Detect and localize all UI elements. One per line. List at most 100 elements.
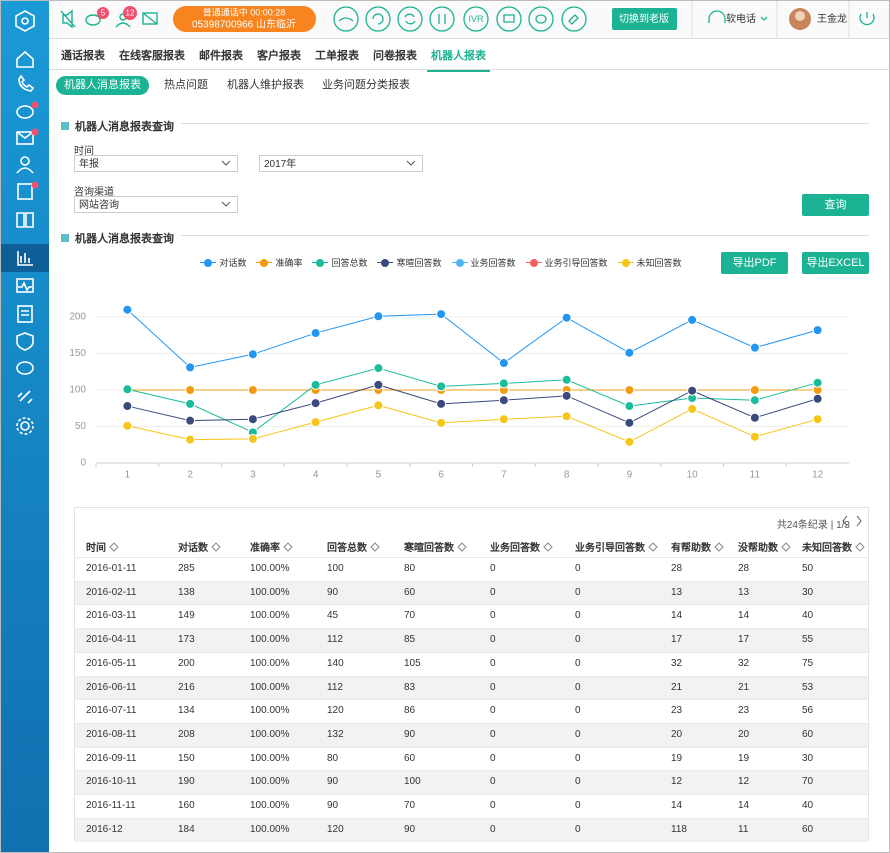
tab[interactable]: 邮件报表: [199, 50, 243, 62]
column-header[interactable]: 业务引导回答数: [575, 539, 658, 554]
data-point: [561, 312, 572, 323]
table-cell: 85: [404, 634, 416, 646]
select-channel[interactable]: 网站咨询: [74, 196, 238, 213]
x-tick-label: 1: [125, 470, 131, 481]
column-header[interactable]: 有帮助数: [671, 539, 724, 554]
switch-button-bg[interactable]: [612, 8, 677, 30]
select-value: 2017年: [264, 159, 297, 170]
ivr[interactable]: IVR: [468, 14, 484, 24]
column-header[interactable]: 没帮助数: [738, 539, 791, 554]
switch-button[interactable]: 切换到老版: [619, 12, 669, 25]
tab[interactable]: 问卷报表: [373, 50, 417, 62]
sort-icon[interactable]: [211, 542, 221, 552]
table-cell: 100.00%: [250, 610, 290, 622]
sort-icon[interactable]: [648, 542, 658, 552]
column-header[interactable]: 寒暄回答数: [404, 539, 467, 554]
data-point: [561, 374, 572, 385]
column-header[interactable]: 时间: [86, 539, 119, 554]
table-cell: 100.00%: [250, 681, 290, 693]
section-title: 机器人消息报表查询: [61, 118, 174, 134]
legend-label: 未知回答数: [636, 258, 682, 268]
export-pdf[interactable]: 导出PDF: [721, 252, 788, 274]
table-cell: 2016-06-11: [86, 681, 137, 693]
pagination: 共24条纪录 | 1/3: [776, 520, 850, 531]
legend-label: 业务回答数: [470, 258, 516, 268]
column-header[interactable]: 回答总数: [327, 539, 380, 554]
table-cell: 100.00%: [250, 728, 290, 740]
sort-icon[interactable]: [781, 542, 791, 552]
data-point: [749, 342, 760, 353]
column-header[interactable]: 业务回答数: [490, 539, 553, 554]
table-cell: 0: [575, 823, 581, 835]
data-point: [185, 362, 196, 373]
table-cell: 2016-01-11: [86, 563, 137, 574]
subtab[interactable]: 业务问题分类报表: [322, 79, 410, 91]
data-point: [498, 378, 509, 389]
sort-icon[interactable]: [370, 542, 380, 552]
tab[interactable]: 通话报表: [61, 50, 105, 62]
table-cell: 2016-02-11: [86, 586, 137, 598]
data-point: [687, 314, 698, 325]
table-cell: 0: [575, 610, 581, 622]
subtab[interactable]: 热点问题: [164, 79, 208, 91]
y-tick-label: 100: [69, 385, 86, 396]
data-point: [185, 398, 196, 409]
table-cell: 13: [738, 586, 750, 598]
table-cell: 112: [327, 634, 343, 646]
select-year[interactable]: 2017年: [259, 155, 423, 172]
softphone[interactable]: 软电话: [726, 12, 756, 25]
subtab[interactable]: 机器人消息报表: [56, 76, 149, 95]
table-cell: 100.00%: [250, 705, 290, 717]
tab[interactable]: 在线客服报表: [119, 50, 185, 62]
pager-arrows[interactable]: [840, 514, 864, 528]
table-cell: 75: [802, 657, 814, 669]
table-cell: 55: [802, 634, 814, 646]
data-point: [373, 379, 384, 390]
legend-item: 准确率: [256, 256, 302, 269]
table-cell: 132: [327, 728, 344, 740]
legend-item: 寒暄回答数: [377, 256, 442, 269]
data-point: [498, 395, 509, 406]
sort-icon[interactable]: [543, 542, 553, 552]
subtab[interactable]: 机器人维护报表: [227, 79, 304, 91]
table-cell: 100.00%: [250, 776, 290, 788]
table-cell: 0: [490, 681, 496, 693]
table-cell: 105: [404, 657, 421, 669]
tab[interactable]: 客户报表: [257, 50, 301, 62]
sort-icon[interactable]: [457, 542, 467, 552]
data-point: [122, 401, 133, 412]
data-point: [247, 433, 258, 444]
table-cell: 0: [490, 634, 496, 646]
select-time-type[interactable]: 年报: [74, 155, 238, 172]
table-cell: 17: [671, 634, 683, 646]
legend-item: 回答总数: [312, 256, 367, 269]
call-status: 普通通话中 00:00:28: [203, 6, 286, 17]
label: 咨询渠道: [74, 187, 114, 198]
table-cell: 2016-10-11: [86, 776, 137, 788]
select-value: 年报: [79, 159, 99, 170]
column-header[interactable]: 未知回答数: [802, 539, 865, 554]
column-header[interactable]: 对话数: [178, 539, 221, 554]
table-row: [75, 722, 868, 748]
tab[interactable]: 机器人报表: [427, 47, 490, 72]
table-cell: 60: [802, 823, 814, 835]
query-button[interactable]: 查询: [802, 194, 869, 216]
table-cell: 100.00%: [250, 823, 290, 835]
table-row: [75, 675, 868, 701]
data-point: [373, 400, 384, 411]
tab[interactable]: 工单报表: [315, 50, 359, 62]
data-point: [749, 385, 760, 395]
sort-icon[interactable]: [283, 542, 293, 552]
table-cell: 23: [671, 705, 683, 717]
sort-icon[interactable]: [714, 542, 724, 552]
data-point: [749, 412, 760, 423]
column-header[interactable]: 准确率: [250, 539, 293, 554]
table-cell: 100.00%: [250, 657, 290, 669]
data-point: [310, 379, 321, 390]
table-cell: 118: [671, 823, 687, 835]
export-excel[interactable]: 导出EXCEL: [802, 252, 869, 274]
sort-icon[interactable]: [855, 542, 865, 552]
data-point: [436, 398, 447, 409]
sort-icon[interactable]: [109, 542, 119, 552]
